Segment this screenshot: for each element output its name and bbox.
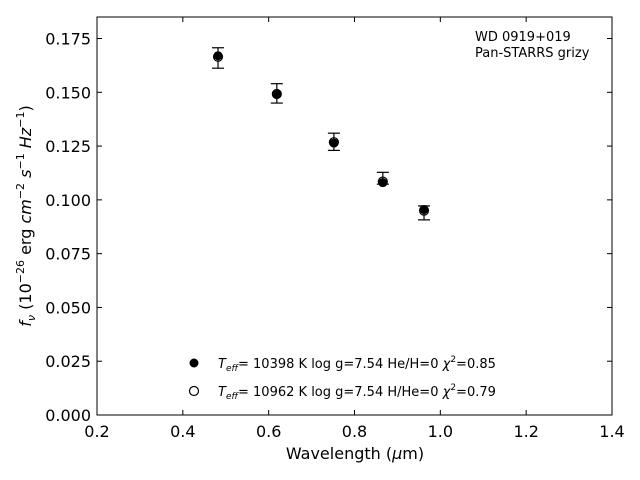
data-point-filled xyxy=(378,178,388,188)
x-tick-label: 1.0 xyxy=(428,422,453,441)
data-point-filled xyxy=(272,89,282,99)
chart-annotation-line-2: Pan-STARRS grizy xyxy=(475,46,590,61)
data-point-open xyxy=(212,51,224,62)
y-tick-label: 0.175 xyxy=(45,30,91,49)
x-tick-label: 0.6 xyxy=(256,422,281,441)
data-point-open xyxy=(377,176,388,187)
legend-marker-open xyxy=(188,385,200,397)
y-tick-label: 0.125 xyxy=(45,137,91,156)
legend-marker-filled xyxy=(189,358,199,368)
data-point-filled xyxy=(419,205,429,215)
data-point-filled xyxy=(213,51,223,61)
ticks: 0.2 0.4 0.6 0.8 1.0 1.2 1.4 0.000 0.025 0.050 0.07… xyxy=(45,17,625,441)
markers xyxy=(212,51,430,216)
x-tick-label: 1.2 xyxy=(513,422,538,441)
data-point-open xyxy=(418,205,430,216)
data-point-open xyxy=(328,137,339,148)
y-tick-label: 0.075 xyxy=(45,245,91,264)
y-tick-label: 0.050 xyxy=(45,298,91,317)
y-tick-label: 0.025 xyxy=(45,352,91,371)
y-tick-label: 0.000 xyxy=(45,406,91,425)
axes xyxy=(96,16,613,416)
plot-frame xyxy=(96,16,613,416)
legend-entry-1: Teff= 10398 K log g=7.54 He/H=0 χ2=0.85 xyxy=(218,355,496,374)
data-point-open xyxy=(271,88,282,100)
x-tick-label: 0.8 xyxy=(342,422,367,441)
errorbars xyxy=(212,47,431,221)
y-axis-label: fν (10−26 erg cm−2 s−1 Hz−1) xyxy=(14,105,38,326)
x-tick-label: 0.2 xyxy=(84,422,109,441)
legend-entry-2: Teff= 10962 K log g=7.54 H/He=0 χ2=0.79 xyxy=(218,383,496,402)
chart-annotation-line-1: WD 0919+019 xyxy=(475,30,571,45)
x-axis-label: Wavelength (μm) xyxy=(286,444,424,463)
y-tick-label: 0.150 xyxy=(45,83,91,102)
legend: Teff= 10398 K log g=7.54 He/H=0 χ2=0.85 … xyxy=(188,355,496,402)
y-tick-label: 0.100 xyxy=(45,191,91,210)
x-tick-label: 1.4 xyxy=(599,422,624,441)
x-tick-label: 0.4 xyxy=(170,422,195,441)
data-point-filled xyxy=(329,138,339,148)
